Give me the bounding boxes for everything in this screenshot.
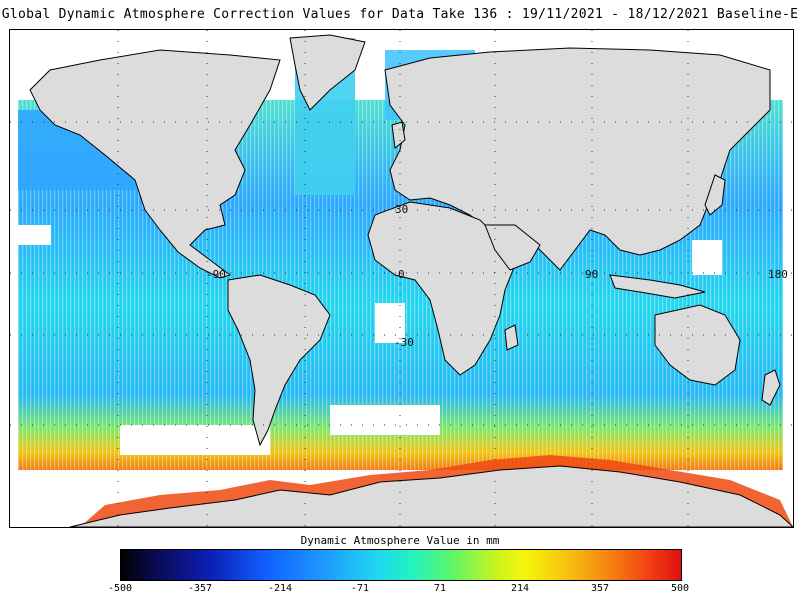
lon-label-minus-90: -90	[206, 268, 226, 281]
land-masses	[29, 34, 793, 527]
antarctica	[69, 465, 793, 527]
lon-label-90: 90	[585, 268, 598, 281]
colorbar-tick: 357	[590, 583, 610, 594]
colorbar-tick: -500	[107, 583, 133, 594]
eurasia	[384, 47, 771, 271]
colorbar	[120, 549, 682, 581]
japan	[704, 174, 726, 216]
colorbar-title: Dynamic Atmosphere Value in mm	[300, 534, 500, 547]
indonesia	[609, 274, 706, 299]
new-zealand	[761, 369, 781, 406]
lat-label-30: 30	[395, 203, 408, 216]
world-map: -90 0 90 180 30 -30	[10, 30, 793, 527]
colorbar-tick: 500	[670, 583, 690, 594]
australia	[654, 304, 741, 386]
lon-label-0: 0	[398, 268, 405, 281]
map-panel: -90 0 90 180 30 -30	[9, 29, 794, 528]
british-isles	[391, 121, 406, 149]
north-america	[29, 49, 281, 279]
colorbar-tick: -214	[267, 583, 293, 594]
greenland	[289, 34, 366, 111]
lon-label-180: 180	[768, 268, 788, 281]
madagascar	[504, 324, 519, 351]
south-america	[227, 274, 331, 447]
colorbar-tick: -71	[350, 583, 370, 594]
colorbar-tick: 71	[433, 583, 447, 594]
colorbar-tick: -357	[187, 583, 213, 594]
chart-title: Global Dynamic Atmosphere Correction Val…	[1, 7, 799, 22]
africa	[367, 201, 516, 376]
colorbar-tick: 214	[510, 583, 530, 594]
lat-label-minus-30: -30	[394, 336, 414, 349]
